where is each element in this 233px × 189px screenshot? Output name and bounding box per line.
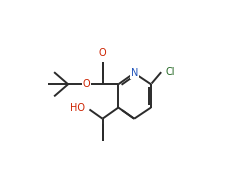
Text: N: N	[130, 68, 138, 78]
Text: O: O	[99, 48, 106, 58]
Text: Cl: Cl	[166, 67, 175, 77]
Text: HO: HO	[70, 103, 85, 112]
Text: O: O	[83, 79, 90, 89]
